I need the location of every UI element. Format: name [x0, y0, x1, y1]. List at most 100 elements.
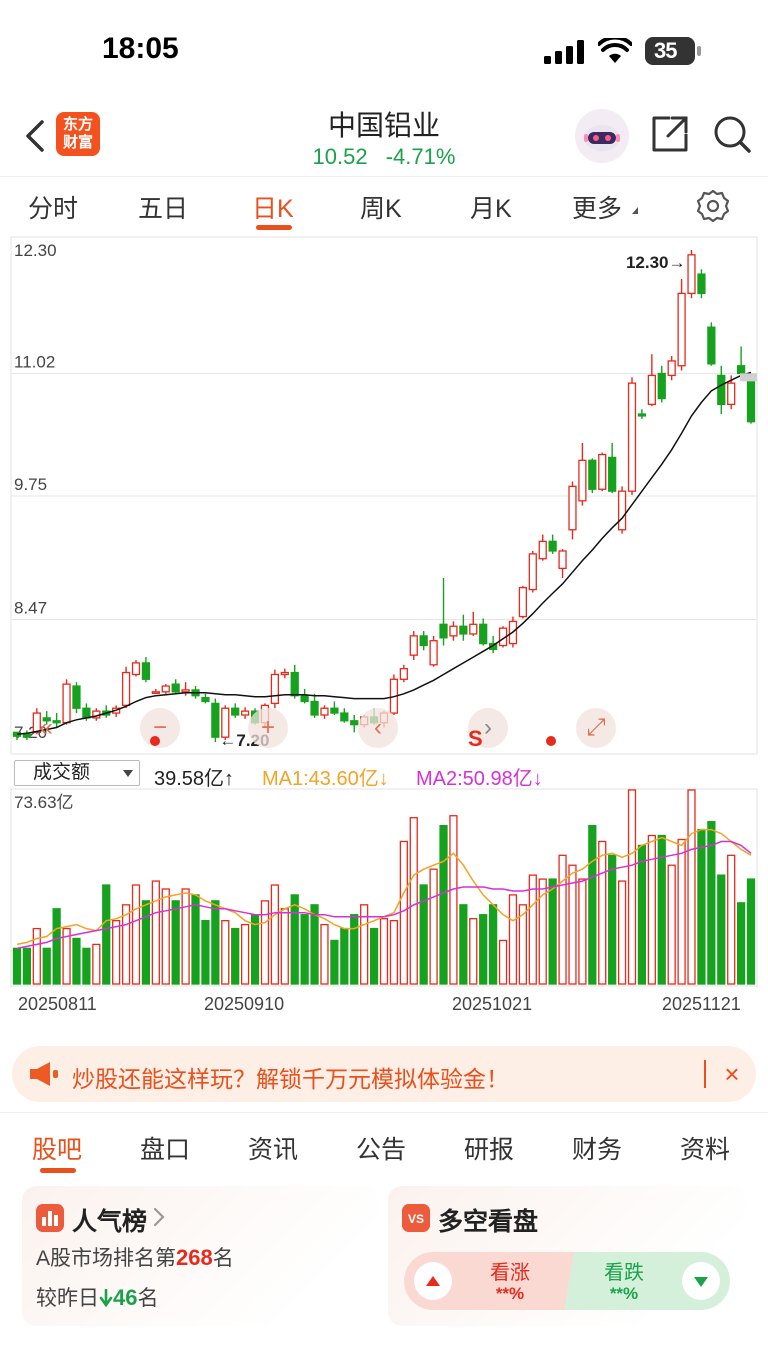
ad-banner[interactable]: 炒股还能这样玩？解锁千万元模拟体验金！ ×	[12, 1046, 756, 1102]
volume-chart[interactable]: 73.63亿	[0, 788, 768, 990]
event-marker[interactable]	[150, 736, 160, 746]
candle-body	[42, 717, 51, 722]
scroll-left-button[interactable]: ‹	[358, 708, 398, 748]
candle-body	[608, 456, 617, 492]
tab-weekly-k[interactable]: 周K	[360, 195, 402, 223]
candle-body	[746, 379, 756, 423]
sentiment-title: 多空看盘	[438, 1208, 539, 1236]
date-label: 20251121	[662, 994, 741, 1014]
candle-body	[568, 485, 577, 531]
tab-guba[interactable]: 股吧	[32, 1136, 83, 1164]
volume-bar	[320, 923, 329, 985]
vs-icon: VS	[402, 1204, 430, 1232]
candle-body	[310, 700, 319, 716]
volume-bar	[469, 918, 478, 985]
zoom-in-button[interactable]: +	[248, 708, 288, 748]
volume-bar	[42, 947, 51, 985]
vote-down-circle[interactable]	[682, 1262, 720, 1300]
scroll-start-button[interactable]: «	[39, 714, 53, 741]
close-icon[interactable]: ×	[724, 1059, 740, 1089]
tab-five-day[interactable]: 五日	[138, 195, 189, 223]
candle-body	[727, 382, 736, 406]
vote-up-pct: **%	[495, 1284, 525, 1303]
volume-bar	[141, 900, 151, 985]
back-arrow-icon[interactable]	[20, 116, 50, 156]
stock-header: 东方 财富 中国铝业 10.52 -4.71%	[0, 96, 768, 176]
candle-body	[121, 671, 131, 706]
volume-bar	[746, 878, 756, 985]
tab-news[interactable]: 资讯	[248, 1136, 299, 1164]
vote-up-circle[interactable]	[414, 1262, 452, 1300]
tab-profile[interactable]: 资料	[680, 1136, 731, 1164]
change-prefix: 较昨日	[36, 1287, 99, 1310]
scroll-right-button[interactable]: ›	[468, 708, 508, 748]
tab-finance[interactable]: 财务	[572, 1136, 623, 1164]
ad-divider	[704, 1060, 706, 1088]
volume-bar	[459, 904, 468, 985]
brand-logo[interactable]: 东方 财富	[56, 112, 100, 156]
candle-body	[538, 540, 547, 560]
tab-pankou[interactable]: 盘口	[140, 1136, 191, 1164]
current-price-marker	[740, 373, 757, 382]
volume-bar	[102, 884, 111, 985]
candle-body	[598, 453, 607, 490]
status-bar: 18:05 35	[0, 0, 768, 96]
tab-monthly-k[interactable]: 月K	[470, 195, 512, 223]
volume-bar	[707, 821, 716, 985]
tab-announcements[interactable]: 公告	[356, 1136, 407, 1164]
volume-bar	[72, 937, 81, 985]
volume-bar	[389, 920, 399, 985]
rank-number: 268	[176, 1245, 213, 1270]
gear-icon[interactable]	[696, 189, 730, 223]
stock-name: 中国铝业	[327, 110, 440, 141]
event-marker[interactable]	[546, 736, 556, 746]
popularity-title: 人气榜	[72, 1208, 148, 1236]
candle-body	[280, 671, 289, 676]
volume-bar	[112, 920, 121, 985]
candle-body	[330, 707, 339, 714]
volume-ma2: MA2:50.98亿↓	[416, 768, 543, 790]
battery-icon	[645, 37, 701, 65]
signal-s-marker[interactable]: S	[468, 726, 483, 751]
volume-bar	[379, 918, 389, 985]
tab-daily-k[interactable]: 日K	[252, 195, 294, 223]
volume-bar	[627, 789, 637, 985]
volume-bar	[161, 888, 170, 985]
change-number: 46	[113, 1285, 138, 1310]
volume-bar	[290, 894, 299, 985]
volume-bar	[479, 914, 488, 985]
change-suffix: 名	[137, 1287, 159, 1310]
candle-body	[201, 696, 210, 703]
sentiment-card[interactable]: VS 多空看盘 看涨 **% 看跌 **%	[388, 1186, 746, 1326]
ma-line	[16, 371, 752, 736]
tab-intraday[interactable]: 分时	[28, 195, 79, 223]
tab-more[interactable]: 更多	[572, 195, 623, 223]
volume-bar	[201, 920, 210, 985]
fullscreen-button[interactable]: ⤢	[576, 708, 616, 748]
volume-bar	[280, 908, 289, 985]
share-icon[interactable]	[650, 114, 690, 154]
candle-body	[290, 671, 299, 697]
popularity-card[interactable]: 人气榜 A股市场排名第268名 较昨日 46名	[22, 1186, 378, 1326]
candle-body	[687, 254, 696, 295]
robot-assistant-icon[interactable]	[574, 108, 630, 164]
chevron-right-icon	[153, 1207, 165, 1227]
market-rank: A股市场排名第268名	[36, 1242, 234, 1272]
candle-body	[82, 707, 91, 719]
volume-bar	[508, 894, 518, 985]
candle-body	[717, 374, 726, 406]
candle-body	[449, 625, 458, 637]
candle-body	[558, 550, 567, 570]
zoom-out-button[interactable]: −	[140, 708, 180, 748]
volume-max-label: 73.63亿	[14, 793, 74, 812]
tab-research[interactable]: 研报	[464, 1136, 515, 1164]
candle-body	[350, 720, 359, 726]
indicator-select[interactable]: 成交额	[14, 760, 140, 786]
candle-body	[22, 733, 32, 738]
price-axis-label: 12.30	[14, 241, 57, 260]
search-icon[interactable]	[712, 114, 752, 154]
candle-body	[240, 710, 250, 716]
chart-area[interactable]: 12.30 11.02 9.75 8.47 7.20 12.30→ ←7.20 − + ‹ …	[0, 236, 768, 1032]
candle-body	[469, 623, 478, 635]
